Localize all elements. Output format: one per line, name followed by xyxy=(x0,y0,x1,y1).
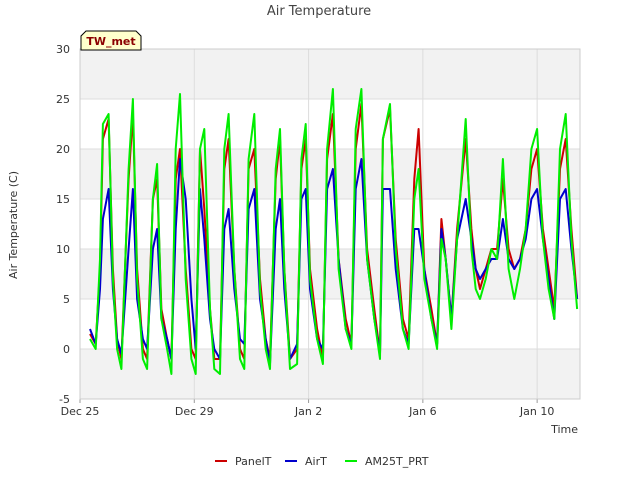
x-axis-label: Time xyxy=(550,423,578,436)
y-tick-label: 5 xyxy=(63,293,70,306)
y-tick-label: -5 xyxy=(59,393,70,406)
chart-title: Air Temperature xyxy=(267,4,371,19)
background-band xyxy=(80,49,580,99)
x-tick-label: Jan 10 xyxy=(519,405,554,418)
background-band xyxy=(80,249,580,299)
y-tick-label: 25 xyxy=(56,93,70,106)
legend-label-panelt: PanelT xyxy=(235,455,272,468)
station-badge-shape xyxy=(80,30,142,51)
x-tick-label: Jan 6 xyxy=(408,405,436,418)
series-line-am25t-prt xyxy=(89,88,579,375)
y-tick-label: 15 xyxy=(56,193,70,206)
x-tick-label: Dec 25 xyxy=(61,405,100,418)
y-tick-label: 30 xyxy=(56,43,70,56)
x-tick-label: Dec 29 xyxy=(175,405,214,418)
y-tick-label: 10 xyxy=(56,243,70,256)
station-badge-label: TW_met xyxy=(86,35,135,48)
plot-border xyxy=(79,48,581,400)
x-tick-label: Jan 2 xyxy=(294,405,322,418)
legend-label-am25t-prt: AM25T_PRT xyxy=(365,455,429,468)
legend-label-airt: AirT xyxy=(305,455,327,468)
y-axis-label: Air Temperature (C) xyxy=(7,171,20,279)
plot-area: -5 0 5 10 15 20 25 30 Dec 25 Dec 29 Jan 2 Jan 6 Jan … xyxy=(56,43,581,418)
background-band xyxy=(80,349,580,399)
y-tick-label: 0 xyxy=(63,343,70,356)
background-band xyxy=(80,149,580,199)
legend: PanelT AirT AM25T_PRT xyxy=(215,455,429,468)
station-badge: TW_met xyxy=(80,30,142,51)
y-tick-label: 20 xyxy=(56,143,70,156)
